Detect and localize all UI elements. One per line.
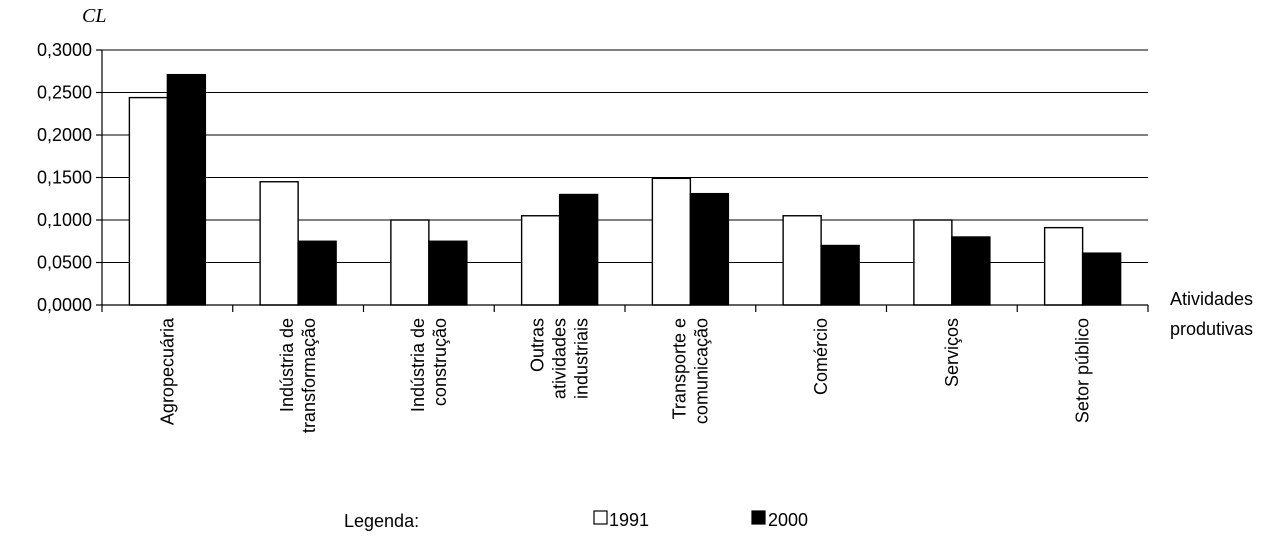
category-label: Indústria de [277,318,297,412]
bars [128,73,1122,306]
bar-1991-4 [520,215,561,306]
y-tick-label: 0,0500 [37,253,92,273]
y-tick-label: 0,2000 [37,125,92,145]
bar-1991-1 [128,96,169,306]
category-label: Indústria de [408,318,428,412]
category-label: Setor público [1073,318,1093,423]
x-axis-ticks [101,305,1149,312]
y-tick-label: 0,2500 [37,83,92,103]
category-label: atividades [550,318,570,399]
bar-2000-8 [1081,252,1122,306]
category-label: comunicação [691,318,711,424]
bar-2000-3 [428,240,468,306]
y-tick-label: 0,0000 [37,295,92,315]
category-label: Agropecuária [157,317,177,425]
bar-2000-1 [166,73,207,306]
category-label: Comércio [811,318,831,395]
bar-1991-2 [259,181,299,306]
bar-2000-6 [820,244,860,306]
legend: Legenda: 1991 2000 [344,510,808,531]
legend-label-2000: 2000 [768,510,808,530]
bar-1991-7 [913,219,953,306]
x-axis-label-line-2: produtivas [1170,319,1253,339]
category-label: transformação [299,318,319,433]
bar-2000-4 [558,193,599,306]
legend-swatch-2000 [751,510,766,525]
bar-1991-3 [390,219,430,306]
category-label: Transporte e [669,318,689,419]
category-label: Outras [528,318,548,372]
y-tick-label: 0,1500 [37,168,92,188]
y-axis-label: CL [82,5,106,27]
bar-2000-2 [297,240,337,306]
category-label: construção [430,318,450,406]
y-tick-label: 0,3000 [37,40,92,60]
legend-label-1991: 1991 [609,510,649,530]
bar-2000-5 [689,192,730,306]
legend-title: Legenda: [344,511,419,531]
legend-swatch-1991 [593,510,608,525]
gridlines [102,49,1148,263]
x-axis-label-line-1: Atividades [1170,289,1253,309]
bar-2000-7 [951,236,991,306]
y-axis-ticks: 0,0000 0,0500 0,1000 0,1500 0,2000 0,2500 0,30… [37,40,102,315]
category-label: Serviços [942,318,962,387]
bar-1991-5 [651,177,692,306]
category-label: industriais [572,318,592,399]
category-labels: Agropecuária Indústria de transformação Ind… [157,317,1092,433]
bar-1991-8 [1043,226,1084,306]
bar-1991-6 [782,215,822,306]
y-tick-label: 0,1000 [37,210,92,230]
